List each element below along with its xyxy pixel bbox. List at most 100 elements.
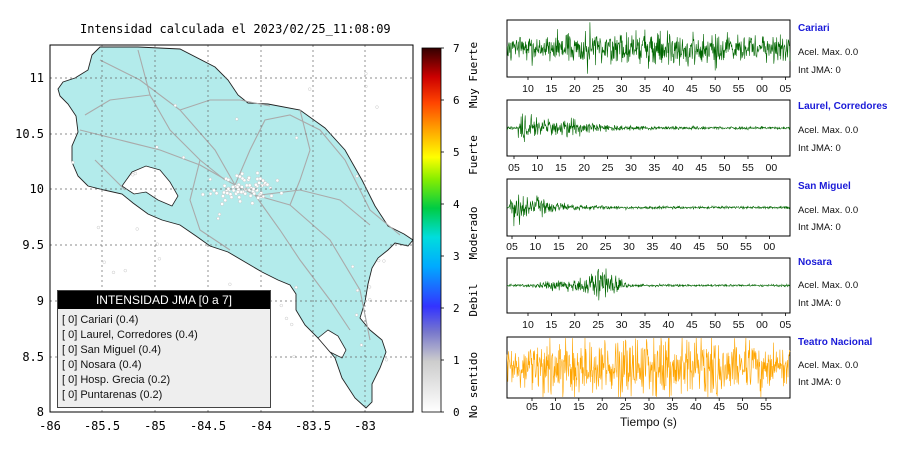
map-lat-tick-label: 8 — [37, 405, 44, 419]
seismogram-trace — [506, 337, 791, 398]
seismogram-tick-label: 30 — [616, 319, 628, 331]
map-station-dot — [279, 303, 283, 308]
seismogram-tick-label: 35 — [647, 241, 659, 253]
map-station-dot — [102, 260, 106, 264]
map-station-dot — [368, 285, 372, 289]
int-jma-cariari: Int JMA: 0 — [798, 65, 841, 76]
map-station-dot — [234, 173, 239, 178]
x-axis-title: Tiempo (s) — [620, 415, 677, 429]
map-station-dot — [220, 202, 224, 206]
map-road — [254, 194, 351, 331]
seismogram-tick-label: 05 — [506, 241, 518, 253]
map-golfo-dulce — [317, 329, 347, 359]
map-station-dot — [222, 190, 226, 195]
seismogram-tick-label: 25 — [620, 401, 632, 413]
colorbar-tick-label: 1 — [453, 354, 460, 367]
map-station-dot — [157, 257, 161, 261]
map-station-dot — [359, 343, 363, 347]
map-station-dot — [96, 225, 100, 230]
seismogram-tick-label: 40 — [672, 162, 684, 174]
seismogram-tick-label: 15 — [573, 401, 585, 413]
map-station-dot — [292, 354, 296, 359]
map-lat-tick-label: 9 — [37, 294, 44, 308]
map-lon-tick-label: -83 — [354, 419, 376, 433]
acel-max-nosara: Acel. Max. 0.0 — [798, 280, 859, 291]
map-station-dot — [368, 298, 372, 302]
map-station-dot — [290, 322, 294, 327]
int-jma-laurel: Int JMA: 0 — [798, 143, 841, 154]
map-lon-tick-label: -86 — [39, 419, 61, 433]
legend-item: [ 0] Hosp. Grecia (0.2) — [62, 374, 171, 386]
legend-title: INTENSIDAD JMA [0 a 7] — [58, 291, 270, 309]
legend-item: [ 0] Nosara (0.4) — [62, 359, 142, 371]
seismogram-tick-label: 10 — [530, 241, 542, 253]
seismogram-tick-label: 50 — [737, 401, 749, 413]
seismogram-tick-label: 05 — [780, 83, 792, 95]
map-station-dot — [212, 188, 216, 193]
seismogram-tick-label: 20 — [596, 401, 608, 413]
map-station-dot — [261, 194, 265, 199]
seismogram-tick-label: 20 — [576, 241, 588, 253]
map-station-dot — [384, 358, 389, 362]
legend-item: [ 0] Cariari (0.4) — [62, 314, 139, 326]
map-station-dot — [250, 201, 255, 205]
map-station-dot — [71, 160, 75, 164]
seismogram-tick-label: 15 — [555, 162, 567, 174]
acel-max-san-miguel: Acel. Max. 0.0 — [798, 205, 859, 216]
seismogram-tick-label: 50 — [709, 83, 721, 95]
station-label-cariari: Cariari — [798, 23, 830, 34]
seismogram-tick-label: 45 — [695, 162, 707, 174]
map-frame — [49, 44, 414, 413]
colorbar-tick-label: 6 — [453, 94, 460, 107]
seismogram-tick-label: 25 — [602, 162, 614, 174]
station-label-san-miguel: San Miguel — [798, 181, 851, 192]
seismogram-tick-label: 15 — [546, 319, 558, 331]
station-label-laurel: Laurel, Corredores — [798, 101, 888, 112]
map-station-dot — [284, 316, 289, 320]
map-station-dot — [229, 195, 234, 199]
colorbar-tick-label: 2 — [453, 302, 460, 315]
seismogram-tick-label: 50 — [717, 241, 729, 253]
map-station-dot — [275, 178, 280, 183]
map-road — [189, 159, 231, 251]
seismogram-frame — [506, 99, 791, 157]
int-jma-teatro-nacional: Int JMA: 0 — [798, 377, 841, 388]
map-station-dot — [254, 182, 258, 187]
seismogram-tick-label: 35 — [639, 83, 651, 95]
seismogram-tick-label: 50 — [709, 319, 721, 331]
map-station-dot — [208, 177, 212, 181]
map-station-dot — [240, 185, 244, 189]
map-station-dot — [135, 227, 139, 231]
seismogram-tick-label: 20 — [569, 83, 581, 95]
map-station-dot — [133, 171, 137, 176]
colorbar-category-label: Debil — [467, 283, 480, 316]
map-road — [79, 129, 236, 186]
seismogram-tick-label: 55 — [733, 83, 745, 95]
map-lon-tick-label: -84 — [250, 419, 272, 433]
map-station-dot — [261, 178, 265, 183]
map-station-dot — [355, 313, 359, 317]
map-station-dot — [111, 270, 116, 274]
seismogram-tick-label: 00 — [756, 83, 768, 95]
acel-max-laurel: Acel. Max. 0.0 — [798, 125, 859, 136]
seismogram-tick-label: 30 — [625, 162, 637, 174]
map-lon-tick-label: -84.5 — [190, 419, 226, 433]
colorbar-category-label: Fuerte — [467, 135, 480, 175]
acel-max-cariari: Acel. Max. 0.0 — [798, 47, 859, 58]
seismogram-tick-label: 55 — [733, 319, 745, 331]
map-station-dot — [295, 136, 299, 140]
map-station-dot — [247, 175, 251, 180]
seismogram-tick-label: 10 — [550, 401, 562, 413]
seismogram-tick-label: 00 — [756, 319, 768, 331]
map-station-dot — [255, 171, 260, 175]
map-station-dot — [355, 174, 359, 178]
seismogram-tick-label: 35 — [667, 401, 679, 413]
station-label-nosara: Nosara — [798, 257, 832, 268]
legend-item: [ 0] Laurel, Corredores (0.4) — [62, 329, 198, 341]
map-station-dot — [155, 145, 159, 149]
map-station-dot — [216, 216, 220, 221]
map-station-dot — [265, 182, 270, 187]
seismogram-tick-label: 20 — [569, 319, 581, 331]
seismogram-tick-label: 05 — [780, 319, 792, 331]
